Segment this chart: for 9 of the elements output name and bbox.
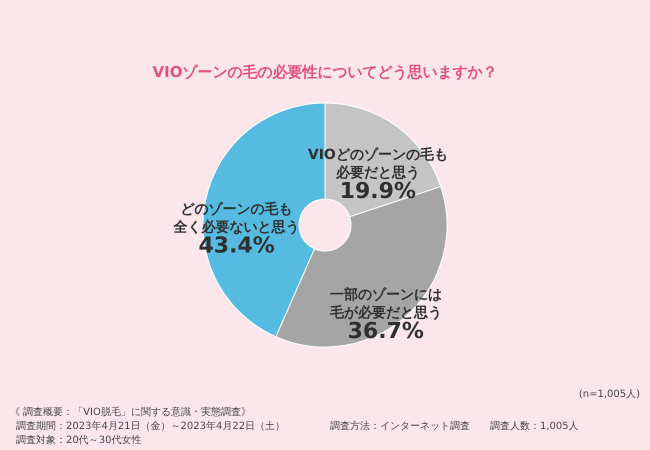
text: 調査人数：1,005人	[490, 420, 579, 432]
text: 調査対象：20代～30代女性	[16, 434, 142, 446]
text: 調査方法：インターネット調査	[330, 420, 470, 432]
text: (n=1,005人)	[578, 389, 640, 400]
chart-title: VIOゾーンの毛の必要性についてどう思いますか？	[152, 63, 498, 81]
text: 調査期間：2023年4月21日（金）～2023年4月22日（土）	[16, 420, 286, 432]
text: 《 調査概要：「VIO脱毛」に関する意識・実態調査》	[10, 406, 251, 418]
data-label: 19.9%	[340, 178, 416, 204]
data-label: 36.7%	[348, 318, 424, 344]
